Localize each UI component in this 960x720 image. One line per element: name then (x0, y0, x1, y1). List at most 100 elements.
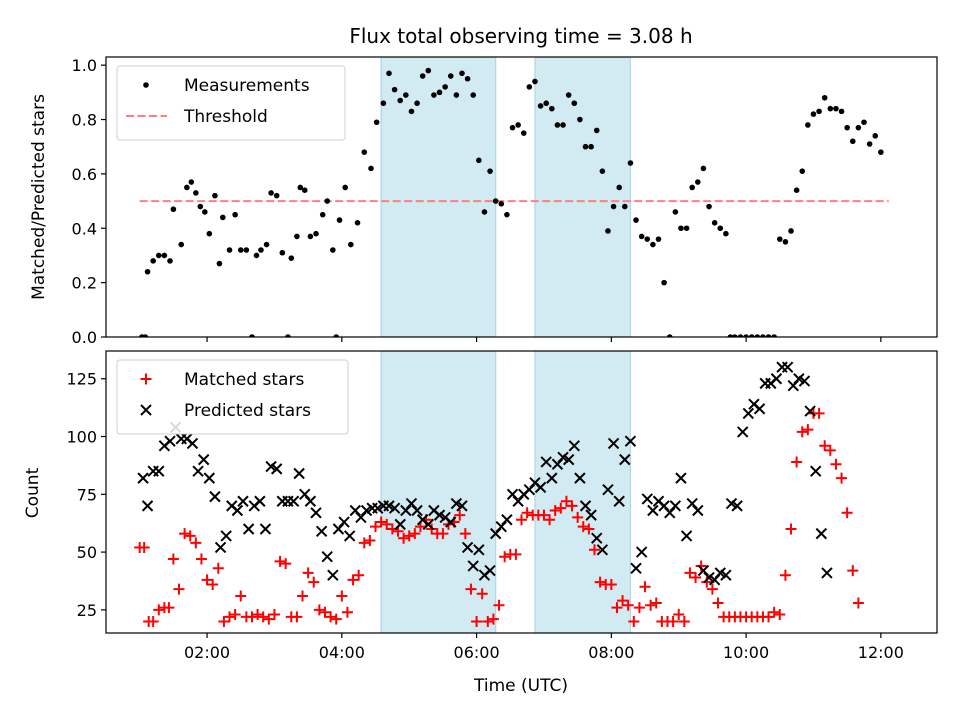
data-point (655, 236, 662, 242)
data-point (226, 247, 233, 253)
data-point (258, 247, 264, 253)
data-point (347, 574, 359, 586)
data-point (695, 179, 701, 185)
data-point (499, 551, 511, 563)
data-point (338, 516, 350, 528)
data-point (501, 514, 513, 526)
data-point (209, 490, 221, 503)
data-point (235, 590, 247, 602)
data-point (821, 94, 828, 101)
data-point (798, 375, 811, 387)
data-point (447, 73, 454, 79)
data-point (229, 609, 241, 621)
data-point (805, 122, 811, 128)
data-point (661, 279, 667, 286)
legend-box (116, 65, 346, 141)
data-point (711, 220, 718, 226)
data-point (588, 544, 600, 556)
data-point (437, 528, 449, 540)
data-point (748, 334, 755, 337)
data-point (184, 530, 196, 542)
data-point (138, 541, 150, 553)
data-point (532, 78, 538, 85)
data-point (409, 528, 421, 540)
data-point (408, 108, 415, 115)
data-point (813, 407, 825, 419)
data-point (431, 92, 437, 98)
data-point (294, 233, 300, 240)
data-point (781, 361, 794, 373)
data-point (308, 576, 320, 588)
data-point (838, 108, 845, 115)
data-point (538, 509, 550, 521)
y-tick-label: 75 (77, 485, 97, 504)
y-tick-label: 100 (66, 428, 97, 447)
data-point (206, 230, 213, 237)
data-point (142, 334, 149, 337)
data-point (279, 249, 286, 256)
data-point (610, 203, 617, 210)
data-point (476, 157, 482, 164)
data-point (207, 578, 219, 590)
data-point (212, 562, 224, 574)
data-point (197, 453, 210, 466)
data-point (147, 615, 159, 627)
data-point (549, 504, 561, 516)
shaded-interval (380, 351, 497, 633)
data-point (672, 209, 679, 215)
data-point (192, 465, 204, 477)
legend-label: Threshold (183, 107, 268, 127)
data-point (669, 500, 682, 512)
data-point (666, 334, 673, 337)
data-point (673, 609, 685, 621)
data-point (555, 502, 567, 514)
data-point (641, 493, 653, 505)
data-point (509, 124, 516, 131)
data-point (270, 463, 283, 475)
data-point (520, 130, 527, 136)
data-point (336, 217, 343, 223)
data-point (788, 228, 794, 234)
data-point (667, 615, 679, 627)
data-point (591, 532, 603, 544)
data-point (774, 609, 786, 621)
legend-label: Measurements (184, 76, 310, 96)
data-point (202, 209, 208, 215)
data-point (540, 456, 552, 468)
legend: Measurements Threshold (116, 65, 346, 141)
data-point (675, 472, 687, 484)
data-point (467, 560, 479, 572)
data-point (630, 562, 642, 574)
data-point (683, 225, 690, 232)
data-point (824, 444, 836, 456)
data-point (343, 530, 356, 542)
data-point (381, 518, 393, 530)
data-point (195, 553, 207, 565)
data-point (768, 606, 780, 618)
data-point (219, 214, 226, 221)
x-tick-label: 12:00 (858, 643, 904, 662)
data-point (375, 516, 387, 528)
data-point (613, 495, 625, 507)
data-point (364, 535, 376, 547)
data-point (577, 116, 583, 123)
data-point (872, 133, 879, 139)
data-point (179, 528, 191, 540)
data-point (464, 75, 471, 82)
data-point (754, 334, 761, 337)
data-point (804, 405, 816, 417)
y-tick-label: 1.0 (72, 56, 97, 75)
data-point (288, 255, 295, 261)
data-point (549, 105, 555, 112)
data-point (484, 564, 496, 577)
bottom-panel: 25 50 75 100 125 02:00 04:00 06:00 08:00 10:00 12:… (66, 350, 938, 662)
data-point (224, 611, 236, 623)
data-point (599, 168, 606, 174)
data-point (336, 590, 348, 602)
data-point (161, 252, 168, 259)
data-point (627, 160, 634, 166)
data-point (572, 511, 584, 523)
data-point (737, 334, 744, 337)
data-point (319, 211, 326, 218)
data-point (150, 258, 156, 264)
